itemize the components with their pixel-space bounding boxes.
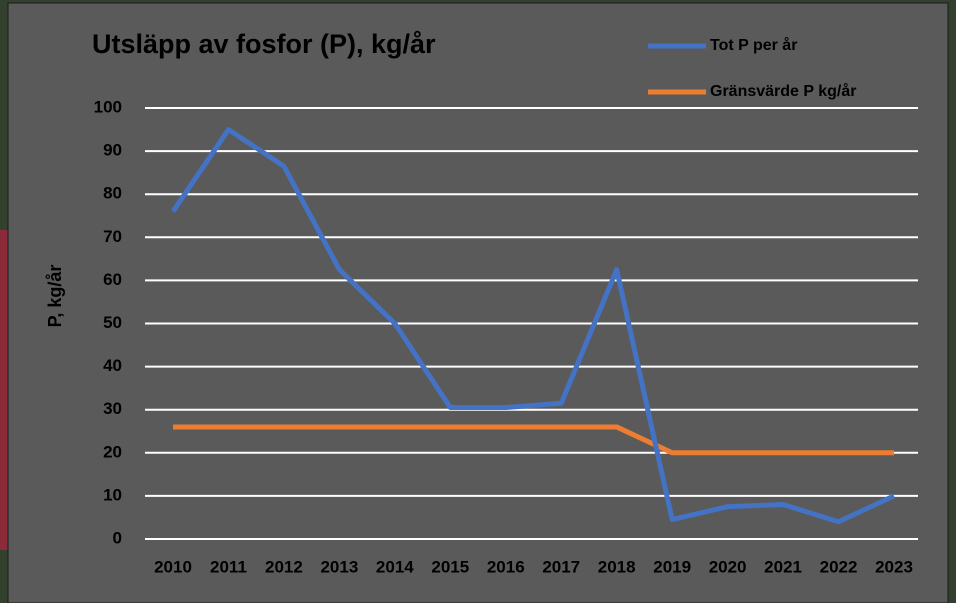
y-tick-label: 40 [103, 356, 122, 375]
x-tick-label: 2013 [320, 557, 358, 576]
y-tick-label: 90 [103, 141, 122, 160]
y-tick-label: 10 [103, 485, 122, 504]
x-tick-label: 2022 [820, 557, 858, 576]
y-tick-label: 60 [103, 270, 122, 289]
y-tick-label: 20 [103, 442, 122, 461]
x-tick-label: 2014 [376, 557, 414, 576]
x-tick-label: 2019 [653, 557, 691, 576]
y-tick-label: 0 [113, 528, 122, 547]
y-tick-label: 100 [94, 97, 122, 116]
y-tick-label: 30 [103, 399, 122, 418]
x-tick-label: 2017 [542, 557, 580, 576]
chart: Utsläpp av fosfor (P), kg/år P, kg/år 0 1… [0, 0, 956, 603]
x-tick-label: 2015 [431, 557, 469, 576]
x-tick-label: 2016 [487, 557, 525, 576]
x-tick-label: 2023 [875, 557, 913, 576]
y-axis-label: P, kg/år [45, 265, 65, 328]
x-tick-label: 2021 [764, 557, 802, 576]
y-tick-label: 80 [103, 184, 122, 203]
x-tick-label: 2011 [210, 557, 247, 576]
y-tick-label: 50 [103, 313, 122, 332]
legend-label: Tot P per år [710, 36, 797, 54]
chart-title: Utsläpp av fosfor (P), kg/år [92, 29, 436, 59]
legend-label: Gränsvärde P kg/år [710, 82, 856, 100]
y-tick-label: 70 [103, 227, 122, 246]
x-tick-label: 2010 [154, 557, 192, 576]
x-tick-label: 2020 [709, 557, 747, 576]
x-tick-label: 2012 [265, 557, 303, 576]
x-tick-label: 2018 [598, 557, 636, 576]
